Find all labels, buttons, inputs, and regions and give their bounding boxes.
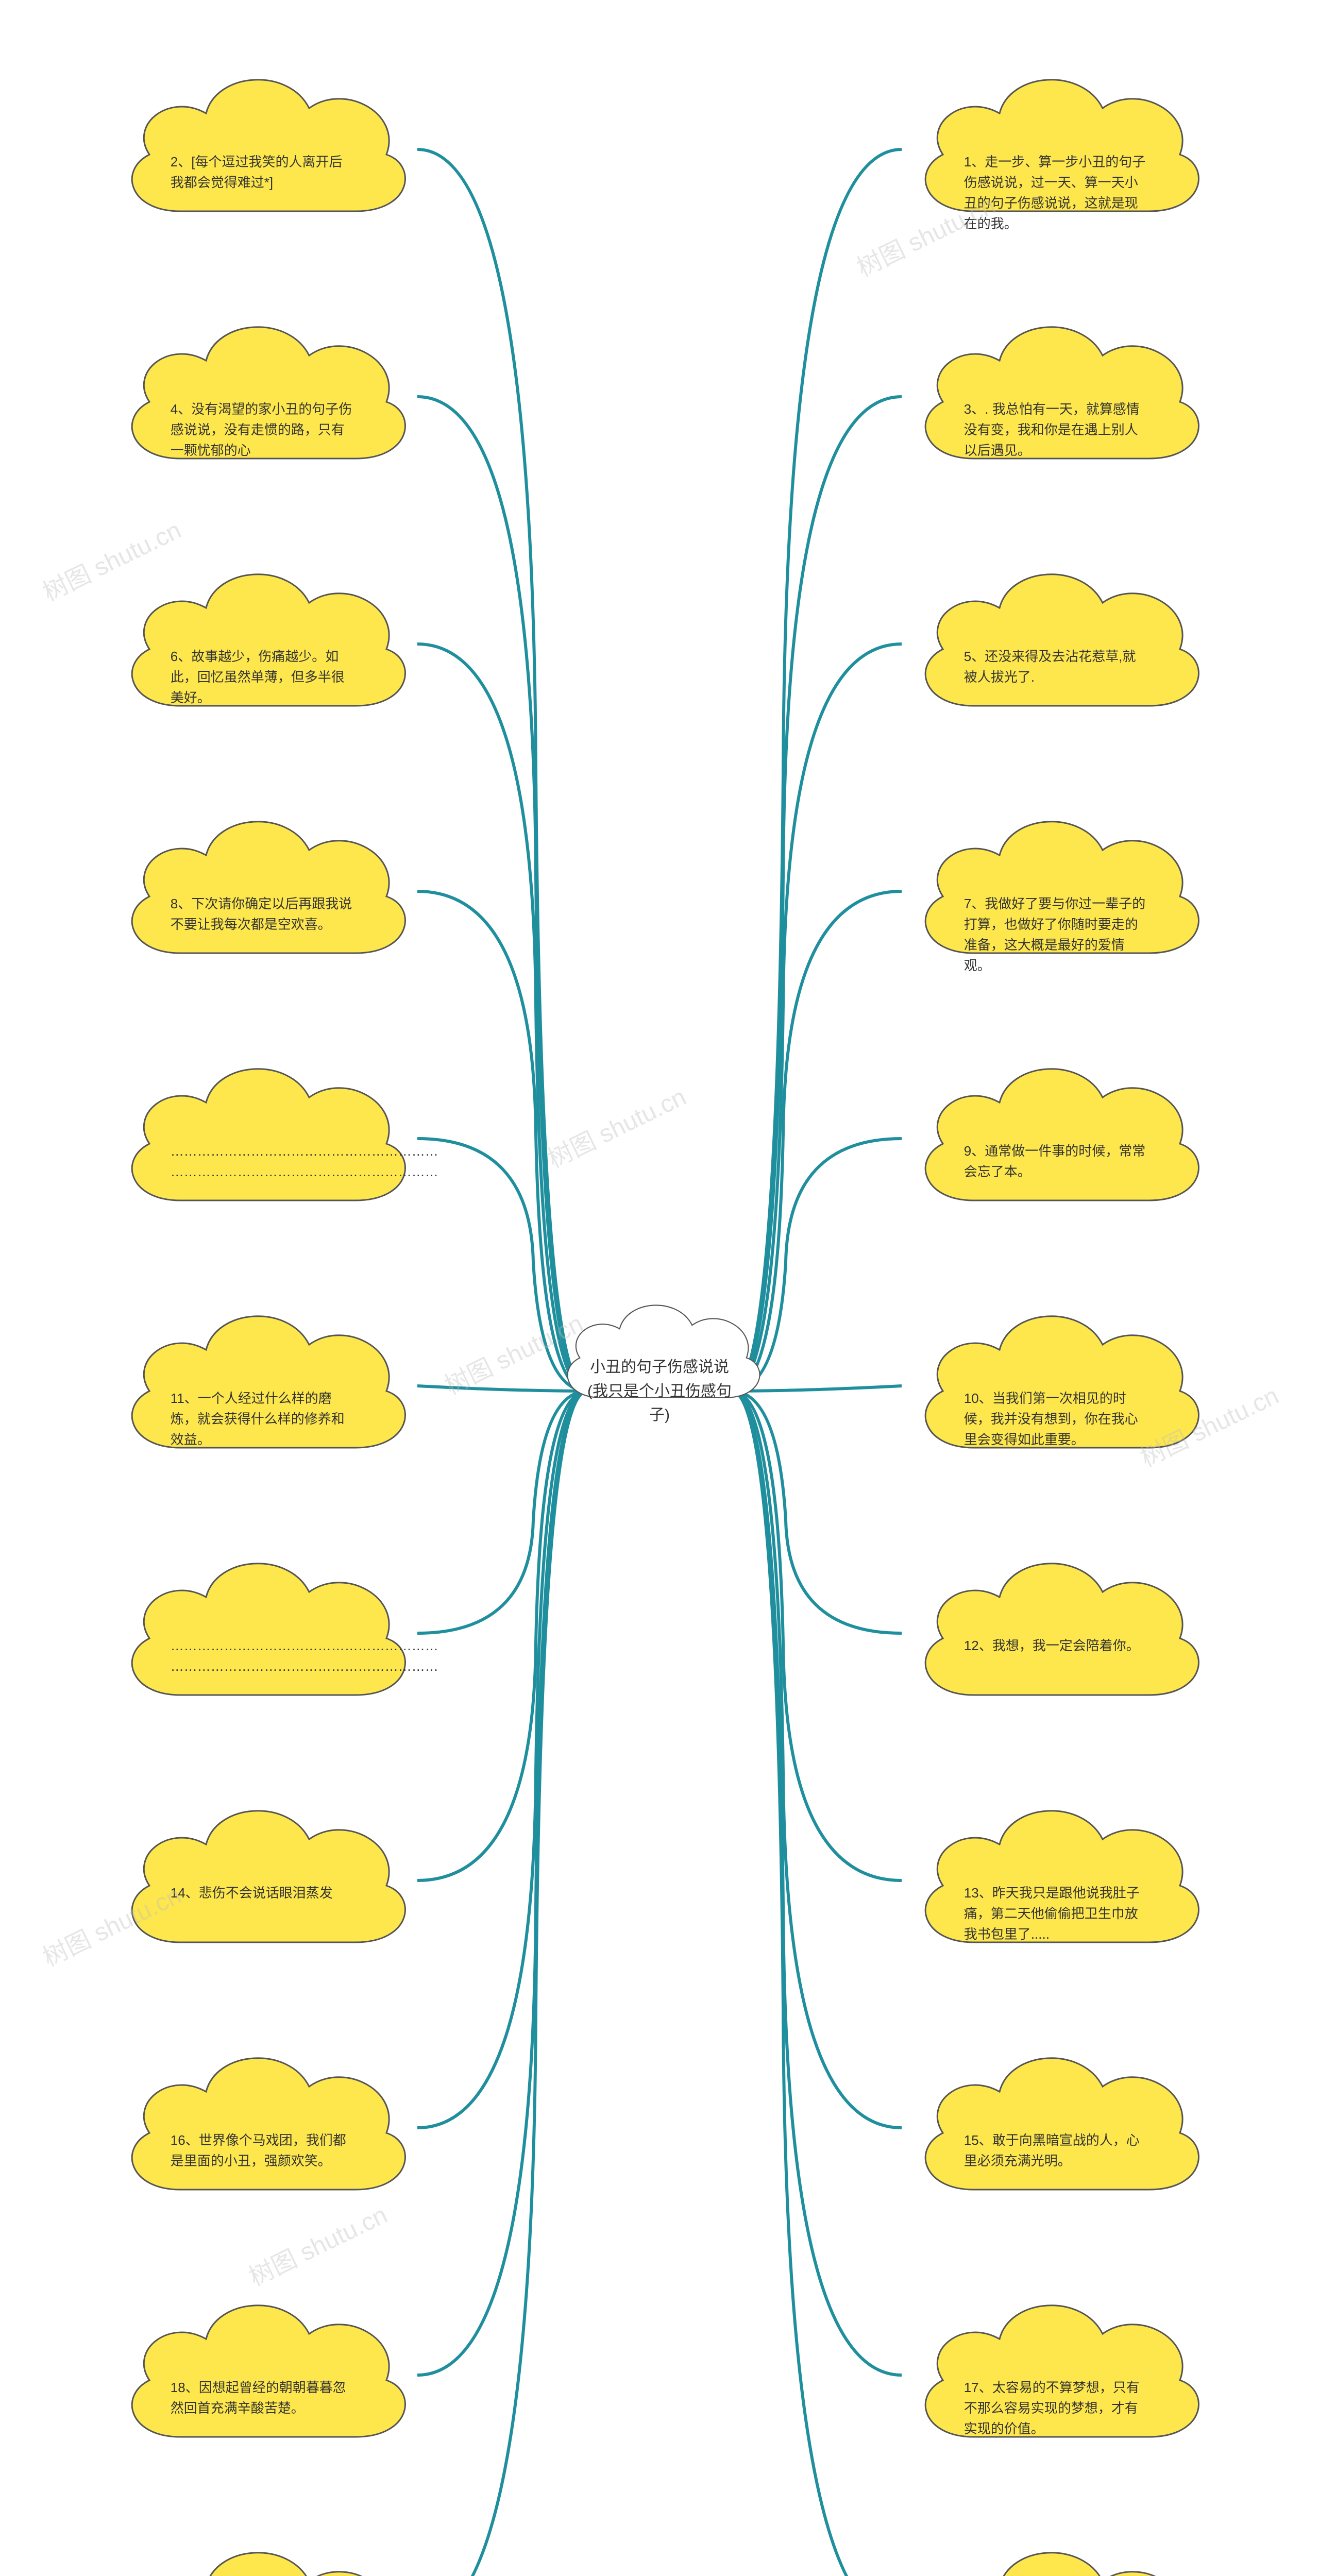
connector-left-1 — [417, 149, 587, 1391]
connector-right-11 — [732, 1391, 902, 2576]
left-node-5-label: …………………………………………………… …………………………………………………… — [171, 1141, 355, 1182]
connector-right-10 — [732, 1391, 902, 2375]
right-node-9: 15、敢于向黑暗宣战的人，心里必须充满光明。 — [891, 2014, 1221, 2236]
right-node-1: 1、走一步、算一步小丑的句子伤感说说，过一天、算一天小丑的句子伤感说说，这就是现… — [891, 36, 1221, 258]
left-node-1-label: 2、[每个逗过我笑的人离开后我都会觉得难过*] — [171, 151, 355, 193]
right-node-8-label: 13、昨天我只是跟他说我肚子痛，第二天他偷偷把卫生巾放我书包里了..... — [964, 1883, 1148, 1945]
left-node-9: 16、世界像个马戏团，我们都是里面的小丑，强颜欢笑。 — [98, 2014, 428, 2236]
right-node-7-label: 12、我想，我一定会陪着你。 — [964, 1635, 1148, 1656]
center-node: 小丑的句子伤感说说(我只是个小丑伤感句子) — [544, 1273, 775, 1432]
right-node-6-label: 10、当我们第一次相见的时候，我并没有想到，你在我心里会变得如此重要。 — [964, 1388, 1148, 1450]
left-node-8: 14、悲伤不会说话眼泪蒸发 — [98, 1767, 428, 1989]
right-node-4: 7、我做好了要与你过一辈子的打算，也做好了你随时要走的准备，这大概是最好的爱情观… — [891, 778, 1221, 999]
right-node-2: 3、. 我总怕有一天，就算感情没有变，我和你是在遇上别人以后遇见。 — [891, 283, 1221, 505]
right-node-10-label: 17、太容易的不算梦想，只有不那么容易实现的梦想，才有实现的价值。 — [964, 2377, 1148, 2439]
left-node-3-label: 6、故事越少，伤痛越少。如此，回忆虽然单薄，但多半很美好。 — [171, 646, 355, 708]
left-node-3: 6、故事越少，伤痛越少。如此，回忆虽然单薄，但多半很美好。 — [98, 531, 428, 752]
mindmap-canvas: 小丑的句子伤感说说(我只是个小丑伤感句子) 2、[每个逗过我笑的人离开后我都会觉… — [0, 0, 1319, 2576]
right-node-1-label: 1、走一步、算一步小丑的句子伤感说说，过一天、算一天小丑的句子伤感说说，这就是现… — [964, 151, 1148, 234]
left-node-11: 20、最怕在某个年纪里，突然听懂了一首歌曲。最怕的还是在歌曲中听到了自己。 — [98, 2509, 428, 2576]
right-node-9-label: 15、敢于向黑暗宣战的人，心里必须充满光明。 — [964, 2130, 1148, 2172]
center-node-label: 小丑的句子伤感说说(我只是个小丑伤感句子) — [585, 1355, 734, 1428]
right-node-8: 13、昨天我只是跟他说我肚子痛，第二天他偷偷把卫生巾放我书包里了..... — [891, 1767, 1221, 1989]
right-node-3: 5、还没来得及去沾花惹草,就被人拔光了. — [891, 531, 1221, 752]
right-node-6: 10、当我们第一次相见的时候，我并没有想到，你在我心里会变得如此重要。 — [891, 1273, 1221, 1494]
left-node-6-label: 11、一个人经过什么样的磨炼，就会获得什么样的修养和效益。 — [171, 1388, 355, 1450]
connector-left-9 — [417, 1391, 587, 2128]
left-node-2-label: 4、没有渴望的家小丑的句子伤感说说，没有走惯的路，只有一颗忧郁的心 — [171, 399, 355, 461]
connector-right-1 — [732, 149, 902, 1391]
right-node-2-label: 3、. 我总怕有一天，就算感情没有变，我和你是在遇上别人以后遇见。 — [964, 399, 1148, 461]
right-node-7: 12、我想，我一定会陪着你。 — [891, 1520, 1221, 1741]
right-node-5-label: 9、通常做一件事的时候，常常会忘了本。 — [964, 1141, 1148, 1182]
right-node-11: 19、我们说了那么久的爱情陪你走到最后的却不是我. — [891, 2509, 1221, 2576]
left-node-6: 11、一个人经过什么样的磨炼，就会获得什么样的修养和效益。 — [98, 1273, 428, 1494]
left-node-8-label: 14、悲伤不会说话眼泪蒸发 — [171, 1883, 355, 1903]
left-node-9-label: 16、世界像个马戏团，我们都是里面的小丑，强颜欢笑。 — [171, 2130, 355, 2172]
connector-right-9 — [732, 1391, 902, 2128]
left-node-7: …………………………………………………… …………………………………………………… — [98, 1520, 428, 1741]
left-node-10: 18、因想起曾经的朝朝暮暮忽然回首充满辛酸苦楚。 — [98, 2262, 428, 2483]
right-node-5: 9、通常做一件事的时候，常常会忘了本。 — [891, 1025, 1221, 1247]
right-node-10: 17、太容易的不算梦想，只有不那么容易实现的梦想，才有实现的价值。 — [891, 2262, 1221, 2483]
left-node-1: 2、[每个逗过我笑的人离开后我都会觉得难过*] — [98, 36, 428, 258]
connector-left-10 — [417, 1391, 587, 2375]
left-node-2: 4、没有渴望的家小丑的句子伤感说说，没有走惯的路，只有一颗忧郁的心 — [98, 283, 428, 505]
right-node-4-label: 7、我做好了要与你过一辈子的打算，也做好了你随时要走的准备，这大概是最好的爱情观… — [964, 893, 1148, 976]
left-node-4: 8、下次请你确定以后再跟我说不要让我每次都是空欢喜。 — [98, 778, 428, 999]
left-node-7-label: …………………………………………………… …………………………………………………… — [171, 1635, 355, 1677]
left-node-4-label: 8、下次请你确定以后再跟我说不要让我每次都是空欢喜。 — [171, 893, 355, 935]
left-node-10-label: 18、因想起曾经的朝朝暮暮忽然回首充满辛酸苦楚。 — [171, 2377, 355, 2419]
left-node-5: …………………………………………………… …………………………………………………… — [98, 1025, 428, 1247]
right-node-3-label: 5、还没来得及去沾花惹草,就被人拔光了. — [964, 646, 1148, 688]
connector-left-11 — [417, 1391, 587, 2576]
